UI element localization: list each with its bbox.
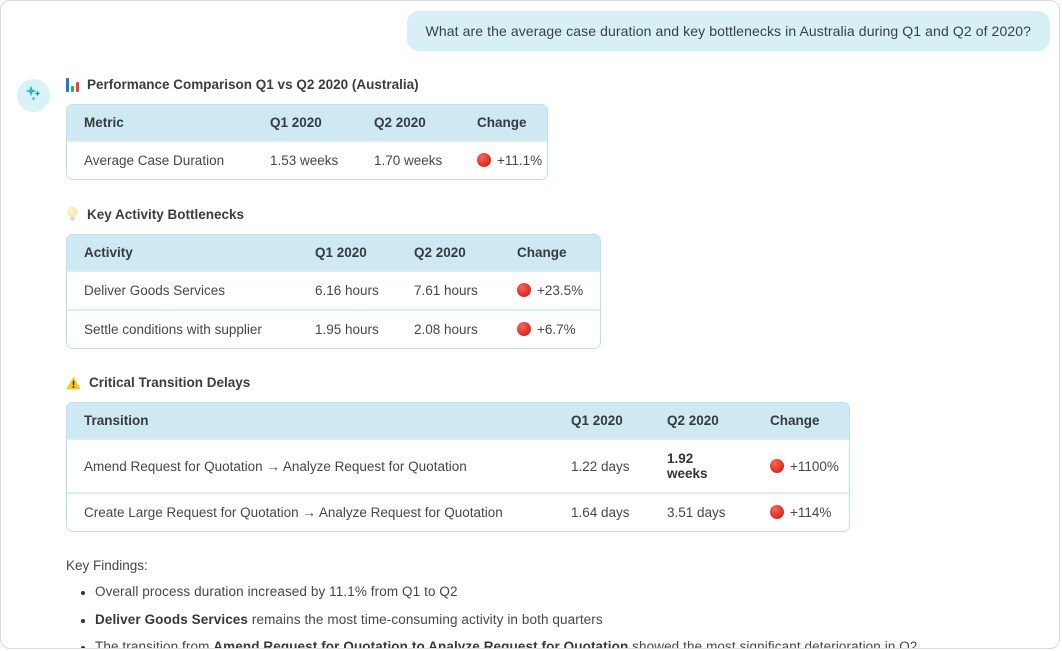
assistant-message: Performance Comparison Q1 vs Q2 2020 (Au…	[17, 77, 918, 649]
red-circle-icon	[517, 322, 531, 336]
finding-text-bold: Deliver Goods Services	[95, 611, 249, 627]
red-circle-icon	[770, 458, 784, 473]
bottlenecks-table: Activity Q1 2020 Q2 2020 Change Deliver …	[66, 234, 601, 349]
q1-cell: 1.22 days	[554, 438, 650, 493]
column-header: Change	[753, 403, 849, 439]
lightbulb-icon	[66, 206, 79, 222]
column-header: Q1 2020	[298, 235, 397, 271]
finding-text-bold: Amend Request for Quotation to Analyze R…	[213, 639, 629, 649]
transitions-table: Transition Q1 2020 Q2 2020 Change Amend …	[66, 402, 850, 532]
change-value: +11.1%	[497, 153, 543, 168]
q2-cell: 2.08 hours	[397, 309, 500, 348]
column-header: Metric	[67, 105, 253, 141]
q2-cell: 1.92 weeks	[650, 438, 753, 493]
q2-cell: 7.61 hours	[397, 270, 500, 310]
section-transitions-heading: Critical Transition Delays	[66, 375, 918, 390]
table-row: Average Case Duration 1.53 weeks 1.70 we…	[67, 140, 547, 179]
section-bottlenecks-heading: Key Activity Bottlenecks	[66, 206, 918, 222]
red-circle-icon	[770, 505, 784, 519]
activity-cell: Settle conditions with supplier	[67, 309, 298, 348]
column-header: Q2 2020	[397, 235, 500, 271]
performance-table: Metric Q1 2020 Q2 2020 Change Average Ca…	[66, 104, 548, 180]
transition-cell: Amend Request for Quotation → Analyze Re…	[67, 438, 554, 493]
section-bottlenecks-title: Key Activity Bottlenecks	[87, 206, 245, 222]
q1-cell: 1.64 days	[554, 492, 650, 531]
column-header: Activity	[67, 235, 298, 271]
list-item: Deliver Goods Services remains the most …	[95, 612, 918, 627]
change-value: +23.5%	[537, 283, 584, 298]
table-header-row: Transition Q1 2020 Q2 2020 Change	[67, 403, 849, 439]
table-header-row: Metric Q1 2020 Q2 2020 Change	[67, 105, 547, 141]
change-cell: +11.1%	[460, 140, 547, 179]
column-header: Q1 2020	[554, 403, 650, 439]
finding-text: The transition from	[95, 639, 214, 649]
red-circle-icon	[517, 283, 531, 297]
finding-text: Overall process duration increased by 11…	[95, 584, 458, 599]
key-findings-list: Overall process duration increased by 11…	[66, 584, 918, 649]
q2-cell: 3.51 days	[650, 492, 753, 531]
q1-cell: 6.16 hours	[298, 270, 397, 310]
table-header-row: Activity Q1 2020 Q2 2020 Change	[67, 235, 600, 271]
section-performance-title: Performance Comparison Q1 vs Q2 2020 (Au…	[87, 77, 419, 92]
activity-cell: Deliver Goods Services	[67, 270, 298, 310]
q1-cell: 1.53 weeks	[253, 140, 357, 179]
column-header: Q2 2020	[650, 403, 753, 439]
table-row: Settle conditions with supplier 1.95 hou…	[67, 309, 600, 348]
column-header: Transition	[67, 403, 554, 439]
key-findings-title: Key Findings:	[66, 558, 148, 573]
list-item: Overall process duration increased by 11…	[95, 584, 918, 599]
metric-cell: Average Case Duration	[67, 140, 253, 179]
change-value: +114%	[790, 505, 832, 520]
change-cell: +6.7%	[500, 309, 600, 348]
list-item: The transition from Amend Request for Qu…	[95, 639, 918, 649]
assistant-content: Performance Comparison Q1 vs Q2 2020 (Au…	[66, 77, 918, 649]
sparkle-icon	[24, 84, 43, 108]
change-cell: +1100%	[753, 438, 849, 493]
section-transitions-title: Critical Transition Delays	[89, 375, 251, 390]
change-cell: +114%	[753, 492, 849, 531]
table-row: Deliver Goods Services 6.16 hours 7.61 h…	[67, 270, 600, 310]
column-header: Q1 2020	[253, 105, 357, 141]
column-header: Q2 2020	[357, 105, 460, 141]
change-value: +1100%	[790, 458, 839, 474]
warning-icon	[66, 376, 81, 390]
column-header: Change	[500, 235, 600, 271]
table-row: Create Large Request for Quotation → Ana…	[67, 492, 849, 531]
table-row: Amend Request for Quotation → Analyze Re…	[67, 438, 849, 493]
user-message-text: What are the average case duration and k…	[425, 23, 1031, 39]
section-performance-heading: Performance Comparison Q1 vs Q2 2020 (Au…	[66, 77, 918, 92]
red-circle-icon	[477, 153, 491, 167]
q2-cell: 1.70 weeks	[357, 140, 460, 179]
user-message-bubble: What are the average case duration and k…	[406, 11, 1050, 51]
column-header: Change	[460, 105, 547, 141]
finding-text: remains the most time-consuming activity…	[248, 611, 603, 627]
change-cell: +23.5%	[500, 270, 600, 310]
change-value: +6.7%	[537, 322, 576, 337]
avatar	[17, 79, 50, 112]
q1-cell: 1.95 hours	[298, 309, 397, 348]
bar-chart-icon	[66, 77, 79, 92]
finding-text: showed the most significant deterioratio…	[628, 639, 918, 649]
transition-cell: Create Large Request for Quotation → Ana…	[67, 492, 554, 531]
